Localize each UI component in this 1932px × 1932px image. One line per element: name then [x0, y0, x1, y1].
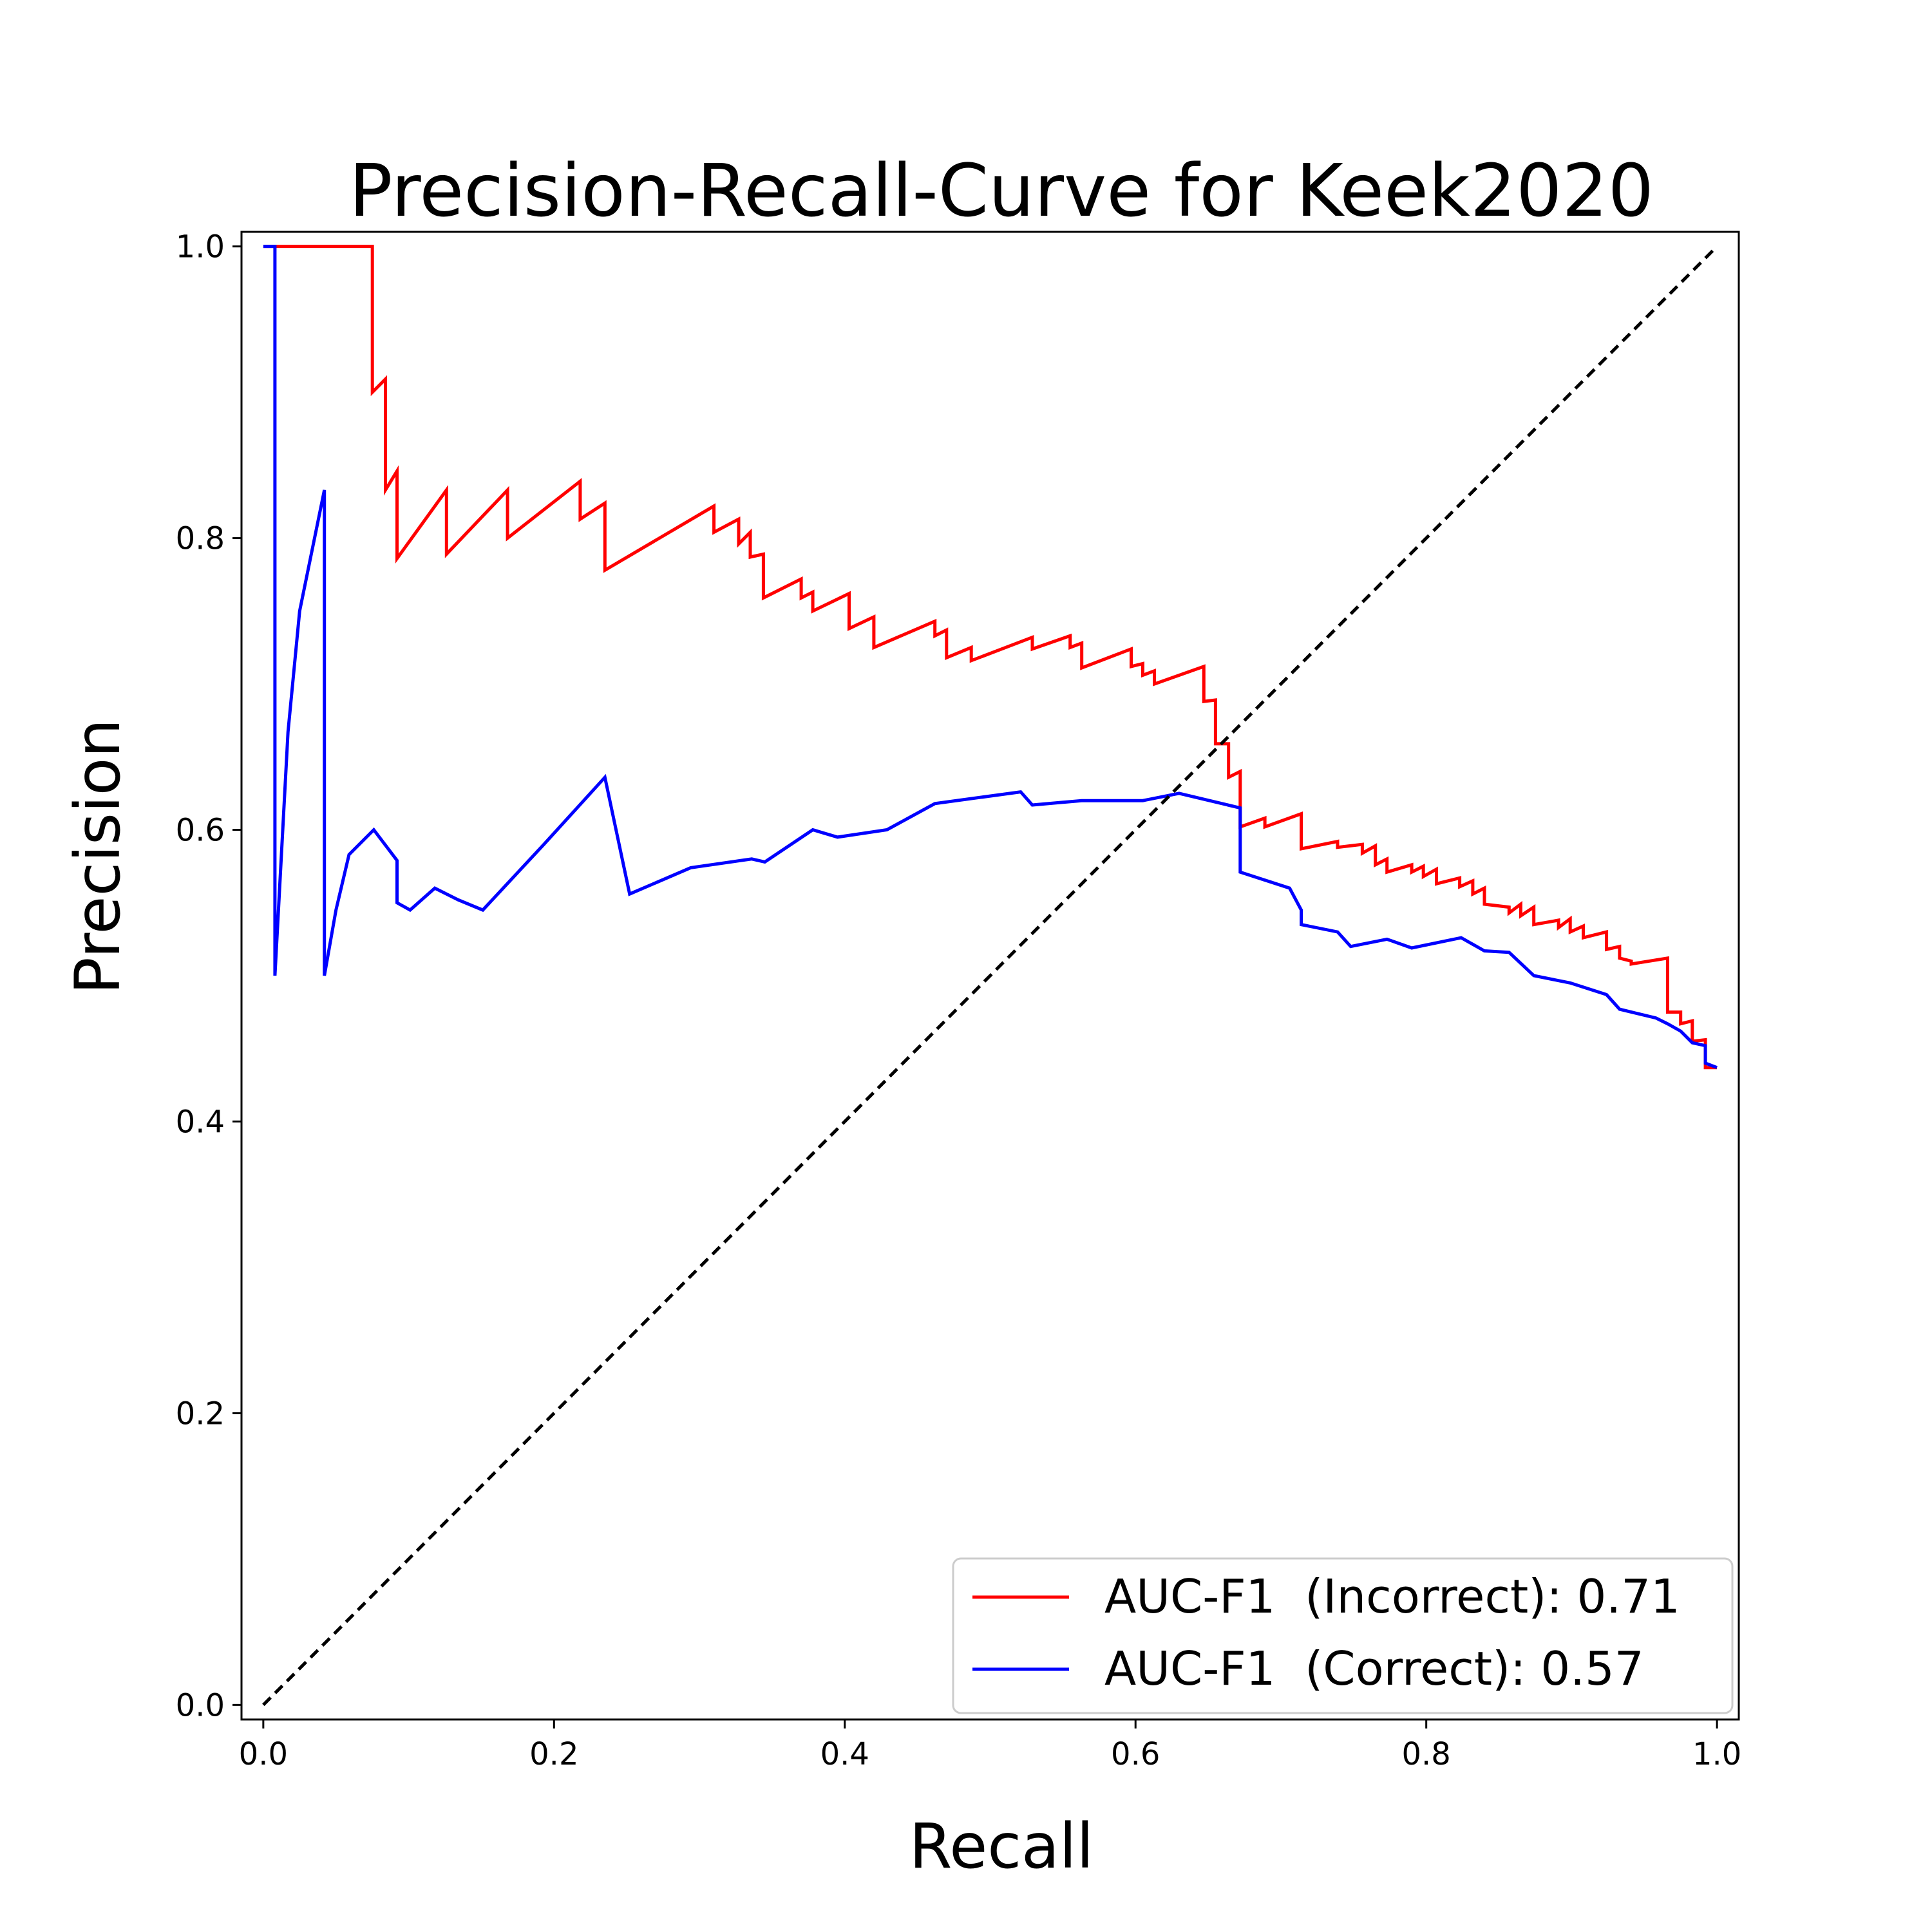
- x-tick-label: 0.6: [1111, 1736, 1160, 1772]
- x-tick-label: 0.2: [529, 1736, 578, 1772]
- x-tick-label: 0.0: [239, 1736, 288, 1772]
- y-tick-label: 0.4: [176, 1104, 225, 1140]
- y-tick-label: 0.6: [176, 813, 225, 849]
- x-tick-label: 0.8: [1402, 1736, 1451, 1772]
- legend-label-incorrect: AUC-F1 (Incorrect): 0.71: [1104, 1569, 1680, 1624]
- legend-box: [952, 1557, 1734, 1714]
- diagonal-reference-line: [262, 245, 1718, 1707]
- y-axis-ticks: 0.0 0.2 0.4 0.6 0.8 1.0: [176, 229, 242, 1723]
- y-tick-label: 0.0: [176, 1687, 225, 1723]
- x-axis-ticks: 0.0 0.2 0.4 0.6 0.8 1.0: [239, 1719, 1741, 1772]
- y-tick-label: 0.2: [176, 1396, 225, 1432]
- legend: AUC-F1 (Incorrect): 0.71 AUC-F1 (Correct…: [952, 1557, 1734, 1714]
- plot-area: [240, 231, 1740, 1721]
- y-axis-label: Precision: [62, 719, 134, 994]
- y-tick-label: 1.0: [176, 229, 225, 265]
- y-tick-label: 0.8: [176, 521, 225, 557]
- x-tick-label: 1.0: [1692, 1736, 1741, 1772]
- legend-label-correct: AUC-F1 (Correct): 0.57: [1104, 1642, 1644, 1696]
- chart-title: Precision-Recall-Curve for Keek2020: [349, 149, 1654, 233]
- x-axis-label: Recall: [909, 1810, 1094, 1882]
- series-line-incorrect: [263, 245, 1718, 1070]
- series-line-correct: [263, 245, 1718, 1070]
- x-tick-label: 0.4: [820, 1736, 869, 1772]
- plot-frame: [240, 231, 1740, 1721]
- series-layer: [263, 245, 1718, 1070]
